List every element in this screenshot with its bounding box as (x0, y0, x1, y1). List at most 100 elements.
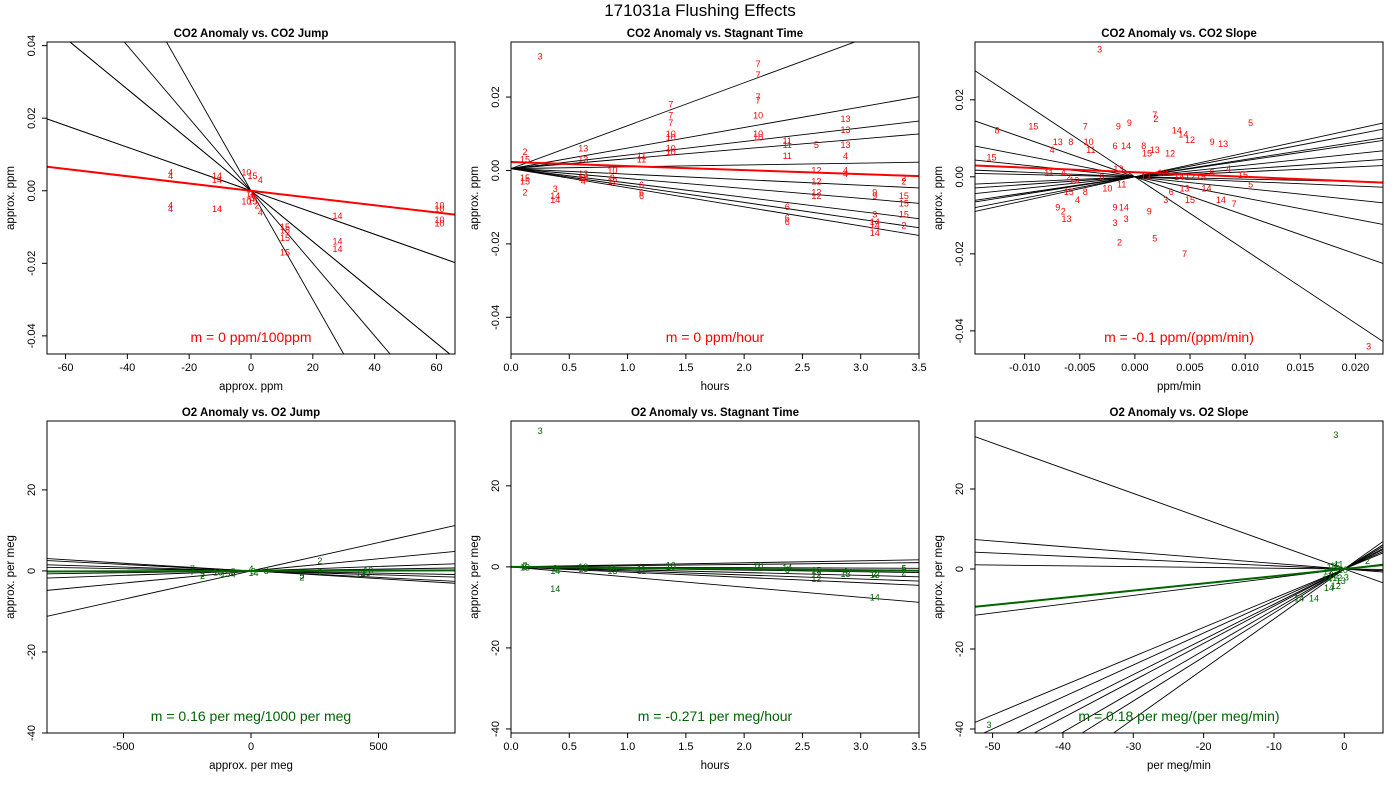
data-point-label: 2 (553, 563, 558, 573)
data-point-label: 13 (520, 563, 530, 573)
data-point-label: 13 (1180, 183, 1190, 193)
plot-frame (974, 420, 1384, 734)
data-point-label: 11 (1117, 180, 1126, 190)
data-point-label: 14 (1174, 172, 1184, 182)
data-point-label: 2 (901, 221, 906, 231)
data-point-label: 6 (1169, 187, 1174, 197)
regression-line (975, 436, 1383, 584)
y-tick-label: 20 (954, 483, 966, 495)
data-point-label: 2 (1365, 556, 1370, 566)
data-point-label: 14 (870, 228, 880, 238)
data-point-label: 6 (639, 187, 644, 197)
data-point-label: 4 (231, 570, 236, 580)
y-tick-label: -0.02 (954, 241, 966, 266)
data-point-label: 15 (899, 191, 909, 201)
data-point-label: 14 (870, 592, 880, 602)
y-tick-label: -0.04 (26, 323, 38, 348)
y-axis-label: approx. ppm (933, 166, 945, 230)
data-point-label: 12 (1332, 573, 1342, 583)
data-point-label: 15 (1196, 172, 1206, 182)
data-point-label: 12 (811, 165, 821, 175)
data-point-label: 12 (811, 191, 821, 201)
data-point-label: 14 (550, 195, 560, 205)
data-point-label: 10 (666, 562, 676, 572)
data-point-label: 4 (553, 565, 558, 575)
data-point-label: 14 (333, 237, 343, 247)
x-tick-label: -40 (119, 362, 135, 374)
data-point-label: 14 (550, 566, 560, 576)
data-point-label: 3 (553, 184, 558, 194)
data-point-label: 13 (607, 566, 617, 576)
data-point-label: 2 (756, 562, 761, 572)
data-point-label: 7 (756, 96, 761, 106)
data-point-label: 15 (607, 564, 617, 574)
x-tick-label: 0 (248, 741, 254, 753)
data-point-label: 4 (843, 165, 848, 175)
data-point-label: 4 (843, 151, 848, 161)
data-point-label: 4 (248, 564, 253, 574)
regression-line (1060, 546, 1383, 733)
data-point-label: 11 (1086, 145, 1095, 155)
data-point-label: 10 (666, 143, 676, 153)
data-point-label: 7 (190, 567, 195, 577)
y-axis-label: approx. ppm (5, 166, 17, 230)
x-tick-label: 2.0 (736, 362, 751, 374)
regression-line (511, 42, 857, 170)
data-point-label: 10 (435, 215, 445, 225)
x-tick-label: -20 (1196, 741, 1212, 753)
y-tick-label: -20 (954, 641, 966, 657)
regression-line (982, 550, 1383, 733)
data-point-label: 7 (756, 59, 761, 69)
slope-annotation: m = 0 ppm/hour (666, 329, 765, 345)
y-tick-label: 0.00 (490, 160, 502, 181)
data-point-label: 13 (356, 568, 366, 578)
data-point-label: 9 (1147, 206, 1152, 216)
y-tick-label: 0.02 (954, 89, 966, 110)
data-point-label: 14 (212, 171, 222, 181)
data-point-label: 10 (666, 147, 676, 157)
x-tick-label: 0.0 (503, 741, 518, 753)
data-point-label: 5 (814, 140, 819, 150)
regression-line (511, 566, 919, 582)
y-tick-label: -40 (490, 721, 502, 737)
x-axis-label: per meg/min (1147, 760, 1211, 772)
regression-line (511, 168, 919, 229)
data-point-label: 3 (200, 569, 205, 579)
data-point-label: 14 (550, 584, 560, 594)
data-point-label: 3 (987, 720, 992, 730)
regression-line (165, 42, 345, 354)
x-tick-label: 3.5 (911, 362, 926, 374)
regression-line (1033, 548, 1383, 733)
data-point-label: 7 (190, 564, 195, 574)
regression-lines (975, 436, 1383, 733)
data-point-label: 6 (785, 217, 790, 227)
data-point-label: 3 (1113, 218, 1118, 228)
data-point-label: 10 (753, 561, 763, 571)
data-point-label: 5 (1248, 180, 1253, 190)
panel-title: O2 Anomaly vs. O2 Jump (182, 407, 320, 419)
data-point-label: 13 (1327, 562, 1337, 572)
data-point-label: 14 (1294, 594, 1304, 604)
x-tick-label: -60 (58, 362, 74, 374)
data-point-label: 10 (1084, 137, 1094, 147)
data-point-label: 4 (1075, 195, 1080, 205)
data-point-label: 9 (1116, 122, 1121, 132)
data-point-label: 12 (811, 187, 821, 197)
regression-line (975, 150, 1383, 195)
data-point-label: 15 (280, 233, 290, 243)
data-point-label: 3 (1163, 195, 1168, 205)
data-point-label: 14 (1172, 126, 1182, 136)
data-point-label: 15 (280, 247, 290, 257)
data-point-label: 12 (1331, 581, 1341, 591)
data-point-label: 13 (578, 154, 588, 164)
data-point-label: 10 (435, 200, 445, 210)
data-point-label: 15 (520, 176, 530, 186)
data-point-label: 13 (578, 169, 588, 179)
data-point-label: 15 (280, 222, 290, 232)
data-point-label: 5 (1248, 118, 1253, 128)
panel-title: CO2 Anomaly vs. CO2 Slope (1101, 28, 1257, 40)
